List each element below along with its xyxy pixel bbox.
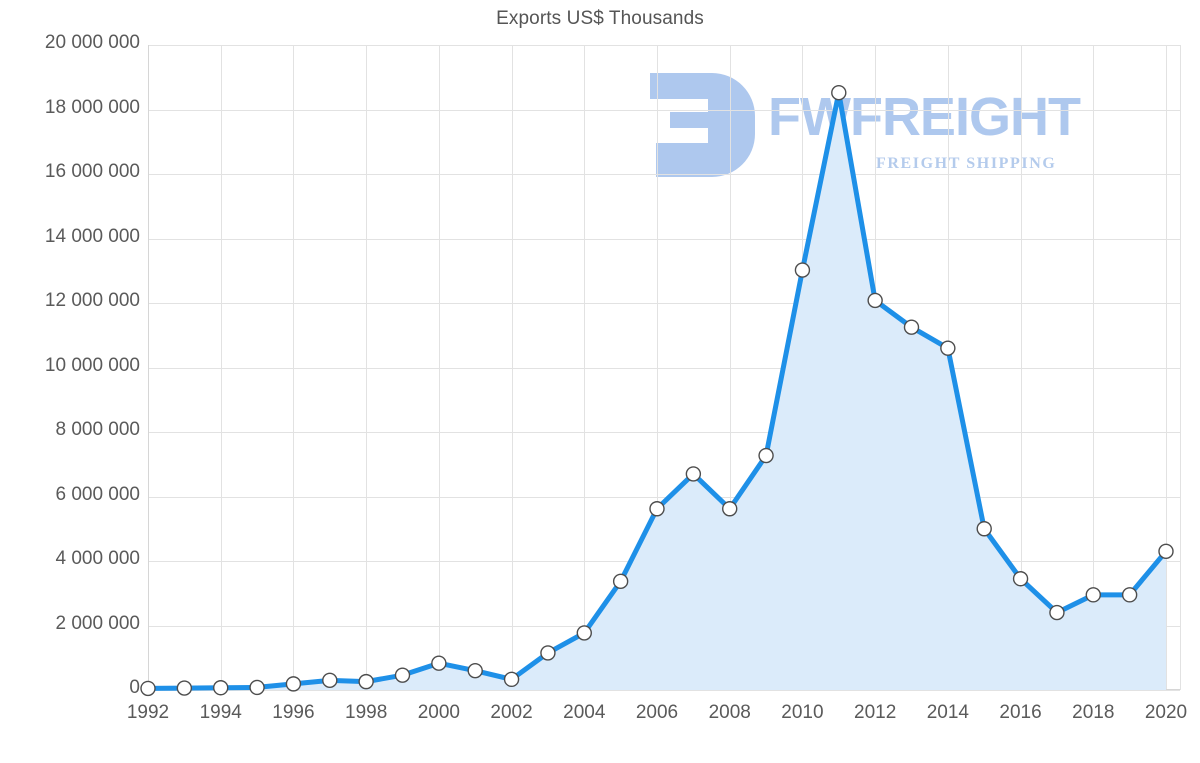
x-axis-tick-label: 2002 [490, 702, 533, 723]
gridline-horizontal [148, 238, 1180, 240]
data-point-marker[interactable] [976, 521, 992, 537]
y-axis-tick-label: 8 000 000 [55, 419, 140, 440]
data-point-marker[interactable] [467, 662, 483, 679]
y-axis-tick-label: 12 000 000 [44, 290, 140, 311]
y-axis-tick-label: 10 000 000 [44, 354, 140, 376]
gridline-horizontal [148, 303, 1180, 304]
gridline-horizontal [148, 432, 1180, 433]
x-axis-tick-label: 2020 [1144, 702, 1188, 723]
area-fill [148, 92, 1166, 691]
data-point-marker[interactable] [1012, 571, 1029, 587]
data-point-marker[interactable] [213, 680, 229, 696]
y-axis-tick-label: 6 000 000 [55, 483, 140, 505]
y-axis-tick-label: 16 000 000 [44, 161, 140, 182]
data-point-marker[interactable] [1121, 587, 1138, 603]
data-point-marker[interactable] [1085, 587, 1101, 603]
data-point-marker[interactable] [722, 501, 738, 517]
x-axis-tick-label: 2008 [708, 702, 751, 723]
data-point-marker[interactable] [394, 667, 411, 683]
data-point-marker[interactable] [649, 501, 665, 517]
data-point-marker[interactable] [176, 680, 193, 696]
data-point-marker[interactable] [831, 85, 847, 101]
x-axis-tick-label: 2012 [854, 702, 897, 723]
gridline-horizontal [148, 174, 1180, 175]
gridline-horizontal [148, 367, 1180, 369]
x-axis-tick-label: 2018 [1072, 702, 1115, 723]
series-exports [140, 85, 1174, 697]
gridline-vertical [1180, 45, 1181, 690]
x-axis-tick-label: 2016 [999, 702, 1042, 723]
gridline-horizontal [148, 496, 1180, 498]
data-point-marker[interactable] [758, 447, 774, 464]
data-point-marker[interactable] [140, 680, 156, 697]
data-point-marker[interactable] [322, 672, 338, 689]
gridline-vertical [220, 45, 222, 690]
y-axis-tick-label: 20 000 000 [44, 32, 140, 53]
data-point-marker[interactable] [940, 340, 956, 356]
y-axis-tick-label: 2 000 000 [55, 612, 140, 634]
y-axis-line [148, 45, 149, 690]
data-point-marker[interactable] [1158, 543, 1174, 560]
gridline-horizontal [148, 109, 1180, 111]
data-point-marker[interactable] [540, 645, 556, 661]
data-point-marker[interactable] [612, 573, 629, 590]
gridline-vertical [657, 45, 658, 690]
gridline-vertical [293, 45, 295, 690]
chart-title: Exports US$ Thousands [496, 8, 704, 29]
data-point-marker[interactable] [794, 262, 811, 278]
x-axis-tick-label: 2004 [563, 702, 606, 723]
gridline-vertical [584, 45, 586, 690]
x-axis-tick-label: 1992 [126, 702, 170, 723]
x-axis-tick-label: 2014 [926, 702, 969, 723]
data-point-marker[interactable] [249, 679, 265, 696]
x-axis-tick-label: 1996 [272, 702, 315, 723]
x-axis-tick-label: 1994 [199, 702, 242, 723]
gridline-vertical [366, 45, 368, 690]
plot-area [140, 45, 1181, 697]
x-axis-tick-label: 2006 [635, 702, 679, 723]
gridline-vertical [729, 45, 731, 690]
x-axis-tick-label: 2010 [781, 702, 824, 723]
y-axis-tick-label: 18 000 000 [44, 96, 140, 118]
gridline-horizontal [148, 690, 1180, 691]
gridline-vertical [511, 45, 513, 690]
data-point-marker[interactable] [1049, 604, 1065, 621]
data-point-marker[interactable] [867, 292, 883, 309]
data-point-marker[interactable] [685, 466, 702, 482]
x-axis-tick-label: 1998 [345, 702, 388, 723]
data-point-marker[interactable] [903, 319, 920, 335]
x-axis-tick-label: 2000 [417, 702, 460, 723]
data-point-marker[interactable] [576, 625, 592, 641]
data-point-marker[interactable] [285, 676, 302, 692]
gridline-vertical [1166, 45, 1167, 690]
data-point-marker[interactable] [358, 673, 374, 690]
gridline-horizontal [148, 45, 1180, 46]
gridline-vertical [1020, 45, 1022, 690]
gridline-vertical [1093, 45, 1095, 690]
data-point-marker[interactable] [503, 671, 520, 688]
y-axis-tick-label: 14 000 000 [44, 225, 140, 247]
y-axis-tick-label: 0 [129, 677, 140, 698]
gridline-vertical [438, 45, 440, 690]
data-point-markers [140, 85, 1174, 697]
data-point-marker[interactable] [431, 655, 447, 671]
y-axis-tick-label: 4 000 000 [55, 548, 140, 569]
